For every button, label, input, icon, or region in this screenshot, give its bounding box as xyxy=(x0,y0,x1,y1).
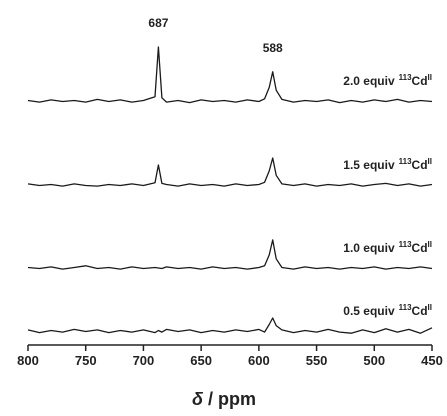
element: Cd xyxy=(412,304,428,318)
oxidation: II xyxy=(428,73,432,82)
series-label: 2.0 equiv 113CdII xyxy=(343,73,432,88)
series-name: 1.0 equiv xyxy=(343,241,395,255)
series-name: 1.5 equiv xyxy=(343,158,395,172)
x-tick-label: 650 xyxy=(190,353,212,368)
element: Cd xyxy=(412,74,428,88)
series-label: 1.5 equiv 113CdII xyxy=(343,157,432,172)
x-tick-label: 550 xyxy=(306,353,328,368)
series-label: 1.0 equiv 113CdII xyxy=(343,240,432,255)
x-axis-unit: / ppm xyxy=(208,389,256,409)
x-axis-label: δ / ppm xyxy=(192,389,256,409)
element: Cd xyxy=(412,241,428,255)
x-tick-label: 500 xyxy=(363,353,385,368)
peak-annotation: 687 xyxy=(148,16,168,30)
x-axis-symbol: δ xyxy=(192,389,204,409)
x-tick-label: 600 xyxy=(248,353,270,368)
x-tick-label: 750 xyxy=(75,353,97,368)
oxidation: II xyxy=(428,240,432,249)
isotope: 113 xyxy=(399,157,412,166)
spectrum xyxy=(27,317,433,334)
peak-annotation: 588 xyxy=(263,41,283,55)
x-tick-label: 800 xyxy=(17,353,39,368)
series-name: 2.0 equiv xyxy=(343,74,395,88)
oxidation: II xyxy=(428,157,432,166)
isotope: 113 xyxy=(399,73,412,82)
spectrum xyxy=(27,157,433,187)
series-name: 0.5 equiv xyxy=(343,304,395,318)
x-tick-label: 700 xyxy=(133,353,155,368)
x-tick-label: 450 xyxy=(421,353,443,368)
element: Cd xyxy=(412,158,428,172)
isotope: 113 xyxy=(399,240,412,249)
series-label: 0.5 equiv 113CdII xyxy=(343,303,432,318)
spectrum xyxy=(27,239,433,270)
isotope: 113 xyxy=(399,303,412,312)
oxidation: II xyxy=(428,303,432,312)
spectrum xyxy=(27,46,433,104)
